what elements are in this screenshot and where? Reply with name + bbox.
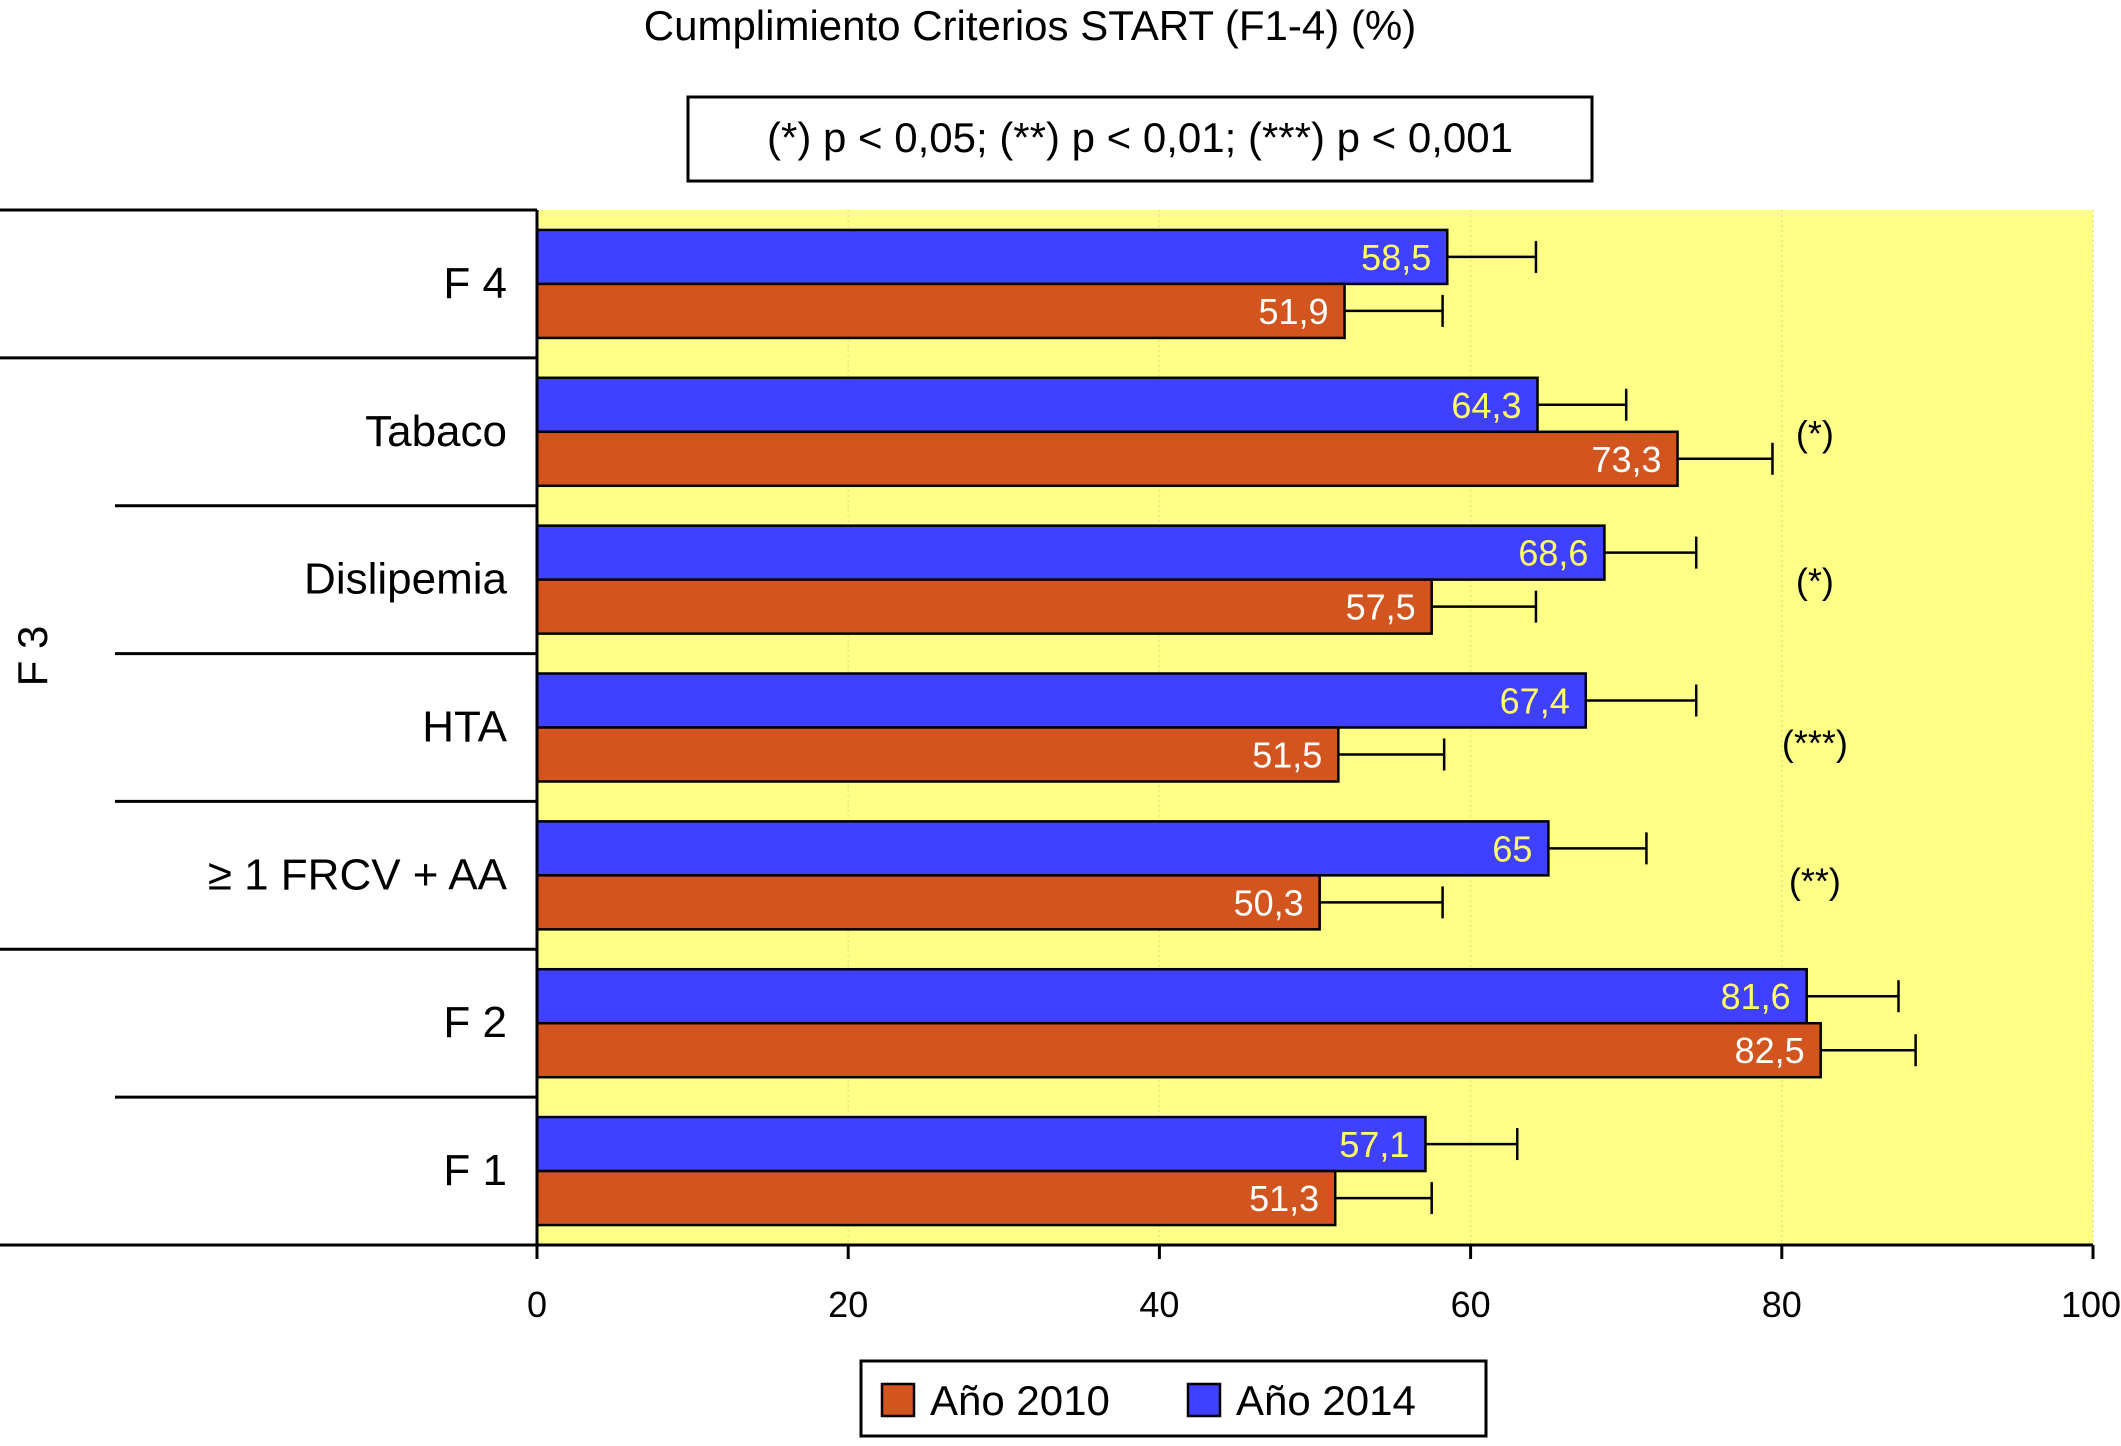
data-label: 65 [1492,828,1532,869]
significance-marker: (**) [1789,860,1841,901]
bar [535,1115,1427,1173]
chart-title: Cumplimiento Criterios START (F1-4) (%) [644,2,1416,49]
bar [535,967,1808,1025]
data-label: 58,5 [1361,237,1431,278]
data-label: 51,5 [1252,735,1322,776]
bar [535,282,1346,340]
separator-layer [0,208,537,1247]
data-label: 57,5 [1346,587,1416,628]
significance-note-box [686,95,1594,183]
legend-label: Año 2010 [930,1377,1110,1424]
data-label: 64,3 [1451,385,1521,426]
x-tick-label: 100 [2061,1284,2121,1325]
data-label: 67,4 [1500,681,1570,722]
data-label: 51,9 [1258,291,1328,332]
legend: Año 2010 Año 2014 [859,1359,1488,1438]
x-tick-label: 20 [828,1284,868,1325]
bar [535,578,1433,635]
bar [535,376,1539,434]
bar [535,1021,1822,1079]
bar [535,524,1606,581]
data-label: 81,6 [1721,976,1791,1017]
y-group-label: F 3 [9,626,56,687]
category-label: F 1 [443,1146,507,1195]
data-label: 73,3 [1591,439,1661,480]
bar [535,672,1587,729]
category-label: ≥ 1 FRCV + AA [208,850,508,899]
category-label: Tabaco [365,407,507,456]
bar-layer: F 4 58,5 51,9 Tabaco 64,3 73,3 (*) Dislipemia 68… [208,228,1917,1227]
bar [535,874,1321,931]
data-label: 50,3 [1234,882,1304,923]
significance-marker: (*) [1796,413,1834,454]
legend-swatch [1186,1382,1222,1418]
bar [535,726,1340,783]
bar [535,430,1679,488]
category-label: HTA [422,703,507,752]
x-tick-label: 40 [1139,1284,1179,1325]
significance-marker: (***) [1782,723,1848,764]
significance-marker: (*) [1796,561,1834,602]
bar [535,228,1449,286]
legend-label: Año 2014 [1236,1377,1416,1424]
category-label: F 2 [443,998,507,1047]
category-label: F 4 [443,259,507,308]
tick-label-layer: 0 20 40 60 80 100 [527,1245,2121,1325]
significance-note: (*) p < 0,05; (**) p < 0,01; (***) p < 0… [767,114,1513,161]
legend-box [859,1359,1488,1438]
data-label: 82,5 [1735,1030,1805,1071]
x-tick-label: 80 [1762,1284,1802,1325]
bar [535,1169,1337,1227]
bar [535,820,1550,877]
data-label: 51,3 [1249,1178,1319,1219]
x-tick-label: 60 [1451,1284,1491,1325]
x-tick-label: 0 [527,1284,547,1325]
category-label: Dislipemia [304,555,507,604]
data-label: 57,1 [1339,1124,1409,1165]
data-label: 68,6 [1518,533,1588,574]
legend-swatch [880,1382,916,1418]
